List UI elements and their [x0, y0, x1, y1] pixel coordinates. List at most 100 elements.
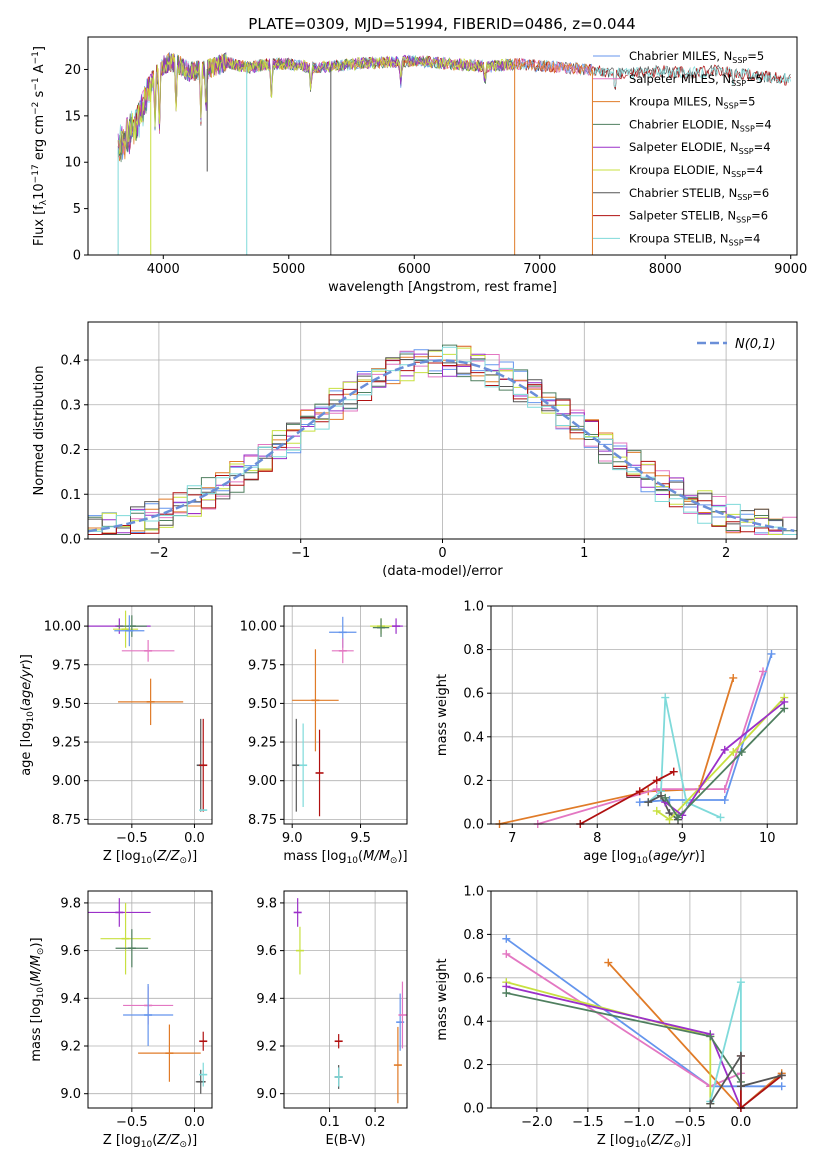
mass-weight-marker	[635, 787, 644, 796]
mass-weight-line	[656, 696, 785, 821]
legend-entry-salpeter_miles: Salpeter MILES, NSSP=5	[629, 72, 763, 88]
x-tick-label: 0.1	[319, 1115, 340, 1130]
y-tick-label: 20	[64, 63, 81, 78]
x-tick-label: −1.0	[623, 1115, 655, 1130]
y-tick-label: 9.0	[60, 1087, 81, 1102]
axes-massweight_vs_age: 7 8 9 10 0.0 0.2 0.4 0.6 0.8 1.0 age [log10(age/yr…	[435, 600, 798, 866]
x-axis-label: Z [log10(Z/Z⊙)]	[597, 1133, 691, 1150]
point-salpeter_elodie	[293, 898, 302, 927]
x-tick-label: 9.0	[282, 831, 303, 846]
x-tick-label: 5000	[272, 262, 305, 277]
mass-weight-marker	[777, 1071, 786, 1080]
axes-mass_vs_Z: −0.5 0.0 9.0 9.2 9.4 9.6 9.8 Z [log10(Z/Z⊙)] mas…	[29, 890, 213, 1150]
spectrum-line-kroupa_elodie	[117, 53, 515, 155]
x-tick-label: 8	[593, 831, 601, 846]
mass-weight-line	[740, 1055, 783, 1110]
legend-entry-salpeter_elodie: Salpeter ELODIE, NSSP=4	[629, 140, 771, 156]
mass-weight-marker	[767, 649, 776, 658]
point-salpeter_miles	[398, 981, 407, 1049]
mass-weight-marker	[720, 785, 729, 794]
mass-weight-series-kroupa_stelib	[644, 693, 725, 822]
y-tick-label: 8.75	[248, 813, 277, 828]
x-tick-label: 0.0	[184, 831, 205, 846]
legend-entry-chabrier_elodie: Chabrier ELODIE, NSSP=4	[629, 117, 772, 133]
point-kroupa_stelib	[299, 723, 308, 807]
mass-weight-marker	[669, 767, 678, 776]
axes-frame	[490, 605, 798, 825]
mass-weight-marker	[729, 673, 738, 682]
x-axis-label: age [log10(age/yr)]	[583, 849, 705, 866]
y-tick-label: 0.4	[60, 354, 81, 369]
mass-weight-marker	[716, 813, 725, 822]
mass-weight-marker	[720, 745, 729, 754]
histogram-kroupa_stelib	[88, 346, 797, 535]
mass-weight-line	[579, 770, 675, 825]
mass-weight-marker	[706, 1032, 715, 1041]
normal-curve	[87, 359, 795, 533]
mass-weight-series-kroupa_elodie	[652, 693, 789, 824]
x-axis-label: (data-model)/error	[382, 564, 503, 579]
y-tick-label: 10.00	[240, 620, 277, 635]
x-tick-label: −0.5	[116, 831, 148, 846]
x-tick-label: 9000	[774, 262, 807, 277]
point-salpeter_stelib	[199, 1031, 208, 1051]
y-tick-label: 0.3	[60, 398, 81, 413]
point-kroupa_miles	[292, 649, 339, 752]
mass-weight-marker	[502, 949, 511, 958]
mass-weight-marker	[720, 796, 729, 805]
mass-weight-marker	[736, 1082, 745, 1091]
histogram-salpeter_stelib	[88, 359, 797, 535]
point-kroupa_stelib	[199, 1062, 208, 1087]
y-axis-label: mass weight	[435, 674, 450, 756]
mass-weight-marker	[736, 978, 745, 987]
x-tick-label: 0	[438, 546, 446, 561]
mass-weight-marker	[777, 1082, 786, 1091]
axes-frame	[490, 890, 798, 1109]
x-tick-label: 1	[580, 546, 588, 561]
spectrum-line-salpeter_elodie	[117, 54, 515, 155]
point-salpeter_miles	[331, 638, 354, 664]
y-tick-label: 9.2	[256, 1040, 277, 1055]
y-tick-label: 9.8	[60, 896, 81, 911]
y-tick-label: 0.2	[463, 1058, 484, 1073]
point-kroupa_miles	[393, 1026, 402, 1104]
point-chabrier_miles	[123, 984, 174, 1046]
y-tick-label: 0	[73, 249, 81, 264]
point-kroupa_miles	[138, 1024, 201, 1082]
x-tick-label: 6000	[398, 262, 431, 277]
y-tick-label: 9.25	[52, 736, 81, 751]
y-tick-label: 9.25	[248, 736, 277, 751]
mass-weight-marker	[502, 988, 511, 997]
mass-weight-marker	[736, 1051, 745, 1060]
legend-entry-normal: N(0,1)	[735, 337, 776, 352]
y-tick-label: 0.1	[60, 488, 81, 503]
point-kroupa_elodie	[113, 610, 139, 648]
mass-weight-series-chabrier_miles	[502, 934, 786, 1091]
axes-age_vs_mass: 9.0 9.5 8.75 9.00 9.25 9.50 9.75 10.00 mass [log…	[240, 605, 408, 866]
y-tick-label: 0.6	[463, 687, 484, 702]
legend-entry-chabrier_miles: Chabrier MILES, NSSP=5	[629, 49, 764, 65]
y-axis-label: age [log10(age/yr)]	[19, 654, 36, 776]
y-tick-label: 9.00	[248, 774, 277, 789]
mass-weight-line	[537, 671, 764, 825]
mass-weight-series-chabrier_miles	[635, 649, 776, 807]
mass-weight-marker	[661, 793, 670, 802]
mass-weight-marker	[652, 776, 661, 785]
axes-frame	[87, 605, 213, 825]
mass-weight-marker	[657, 791, 665, 800]
axes-massweight_vs_Z: −2.0 −1.5 −1.0 −0.5 0.0 0.0 0.2 0.4 0.6 0.8 1.0 Z […	[435, 885, 798, 1150]
mass-weight-series-chabrier_stelib	[644, 791, 682, 824]
y-tick-label: 10.00	[44, 620, 81, 635]
mass-weight-marker	[674, 813, 682, 822]
x-axis-label: mass [log10(M/M⊙)]	[283, 849, 407, 866]
y-tick-label: 9.6	[256, 944, 277, 959]
mass-weight-marker	[604, 958, 613, 967]
y-tick-label: 15	[64, 109, 81, 124]
y-tick-label: 8.75	[52, 813, 81, 828]
y-tick-label: 9.75	[52, 658, 81, 673]
mass-weight-marker	[729, 748, 738, 757]
y-tick-label: 9.00	[52, 774, 81, 789]
legend-entry-kroupa_elodie: Kroupa ELODIE, NSSP=4	[629, 163, 763, 179]
y-tick-label: 9.8	[256, 896, 277, 911]
axes-spectrum: 4000 5000 6000 7000 8000 9000 0 5 10 15 20 waveleng…	[31, 36, 807, 295]
